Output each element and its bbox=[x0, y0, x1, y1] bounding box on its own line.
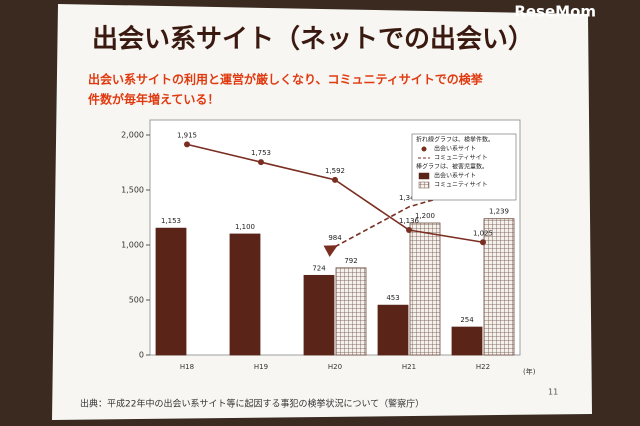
bar bbox=[451, 326, 483, 356]
legend-swatch bbox=[418, 172, 430, 180]
bar bbox=[303, 274, 335, 356]
legend-label: コミュニティサイト bbox=[434, 155, 488, 162]
value-label: 1,153 bbox=[161, 217, 181, 225]
x-tick-label: H22 bbox=[476, 363, 490, 371]
legend bbox=[411, 133, 517, 201]
value-label: 1,915 bbox=[177, 131, 197, 139]
x-tick-label: H18 bbox=[180, 363, 194, 371]
chart-title: 出会い系サイト（ネットでの出会い） bbox=[92, 25, 534, 55]
chart: 0 500 1,000 1,500 2,000 H18 H19 H20 H21 H22 1,153 1… bbox=[121, 131, 517, 371]
point bbox=[332, 176, 338, 183]
y-tick-label: 1,500 bbox=[121, 186, 144, 195]
subtitle: 出会い系サイトの利用と運営が厳しくなり、コミュニティサイトでの検挙 bbox=[88, 72, 484, 87]
value-label: 724 bbox=[312, 264, 326, 272]
y-tick-label: 1,000 bbox=[121, 241, 144, 250]
value-label: 1,592 bbox=[325, 167, 345, 175]
bar bbox=[377, 304, 409, 356]
bar bbox=[229, 233, 261, 356]
y-tick-label: 0 bbox=[139, 351, 144, 360]
value-label: 1,100 bbox=[235, 223, 255, 231]
legend-title: 折れ線グラフは、検挙件数。 bbox=[416, 136, 494, 144]
bar bbox=[483, 218, 515, 356]
point bbox=[258, 159, 264, 166]
legend-swatch bbox=[421, 146, 427, 152]
value-label: 1,753 bbox=[251, 149, 271, 157]
bar bbox=[409, 222, 441, 356]
point bbox=[480, 239, 486, 246]
legend-swatch bbox=[418, 181, 430, 189]
value-label: 984 bbox=[328, 234, 342, 242]
legend-label: 出会い系サイト bbox=[434, 145, 476, 153]
x-tick-label: H20 bbox=[328, 363, 342, 371]
point bbox=[184, 141, 190, 148]
x-unit: (年) bbox=[523, 367, 536, 376]
value-label: 792 bbox=[344, 257, 357, 265]
subtitle: 件数が毎年増えている！ bbox=[88, 92, 219, 107]
source: 出典：平成22年中の出会い系サイト等に起因する事犯の検挙状況について（警察庁） bbox=[80, 398, 424, 410]
legend-label: コミュニティサイト bbox=[434, 182, 488, 189]
value-label: 1,025 bbox=[473, 229, 493, 237]
bar bbox=[155, 227, 187, 356]
page-number: 11 bbox=[548, 388, 558, 397]
y-tick-label: 2,000 bbox=[121, 131, 144, 140]
y-tick-label: 500 bbox=[129, 296, 144, 305]
watermark: ReseMom bbox=[514, 3, 596, 21]
legend-label: 出会い系サイト bbox=[434, 172, 476, 180]
x-tick-label: H19 bbox=[254, 363, 268, 371]
value-label: 1,239 bbox=[489, 208, 509, 216]
bar bbox=[335, 267, 367, 356]
value-label: 1,136 bbox=[399, 217, 420, 225]
value-label: 1,347 bbox=[399, 194, 419, 202]
value-label: 453 bbox=[386, 294, 399, 302]
line bbox=[323, 182, 487, 257]
value-label: 254 bbox=[460, 316, 474, 324]
x-tick-label: H21 bbox=[402, 363, 416, 371]
point bbox=[406, 227, 412, 234]
legend-title: 棒グラフは、被害児童数。 bbox=[416, 163, 488, 171]
